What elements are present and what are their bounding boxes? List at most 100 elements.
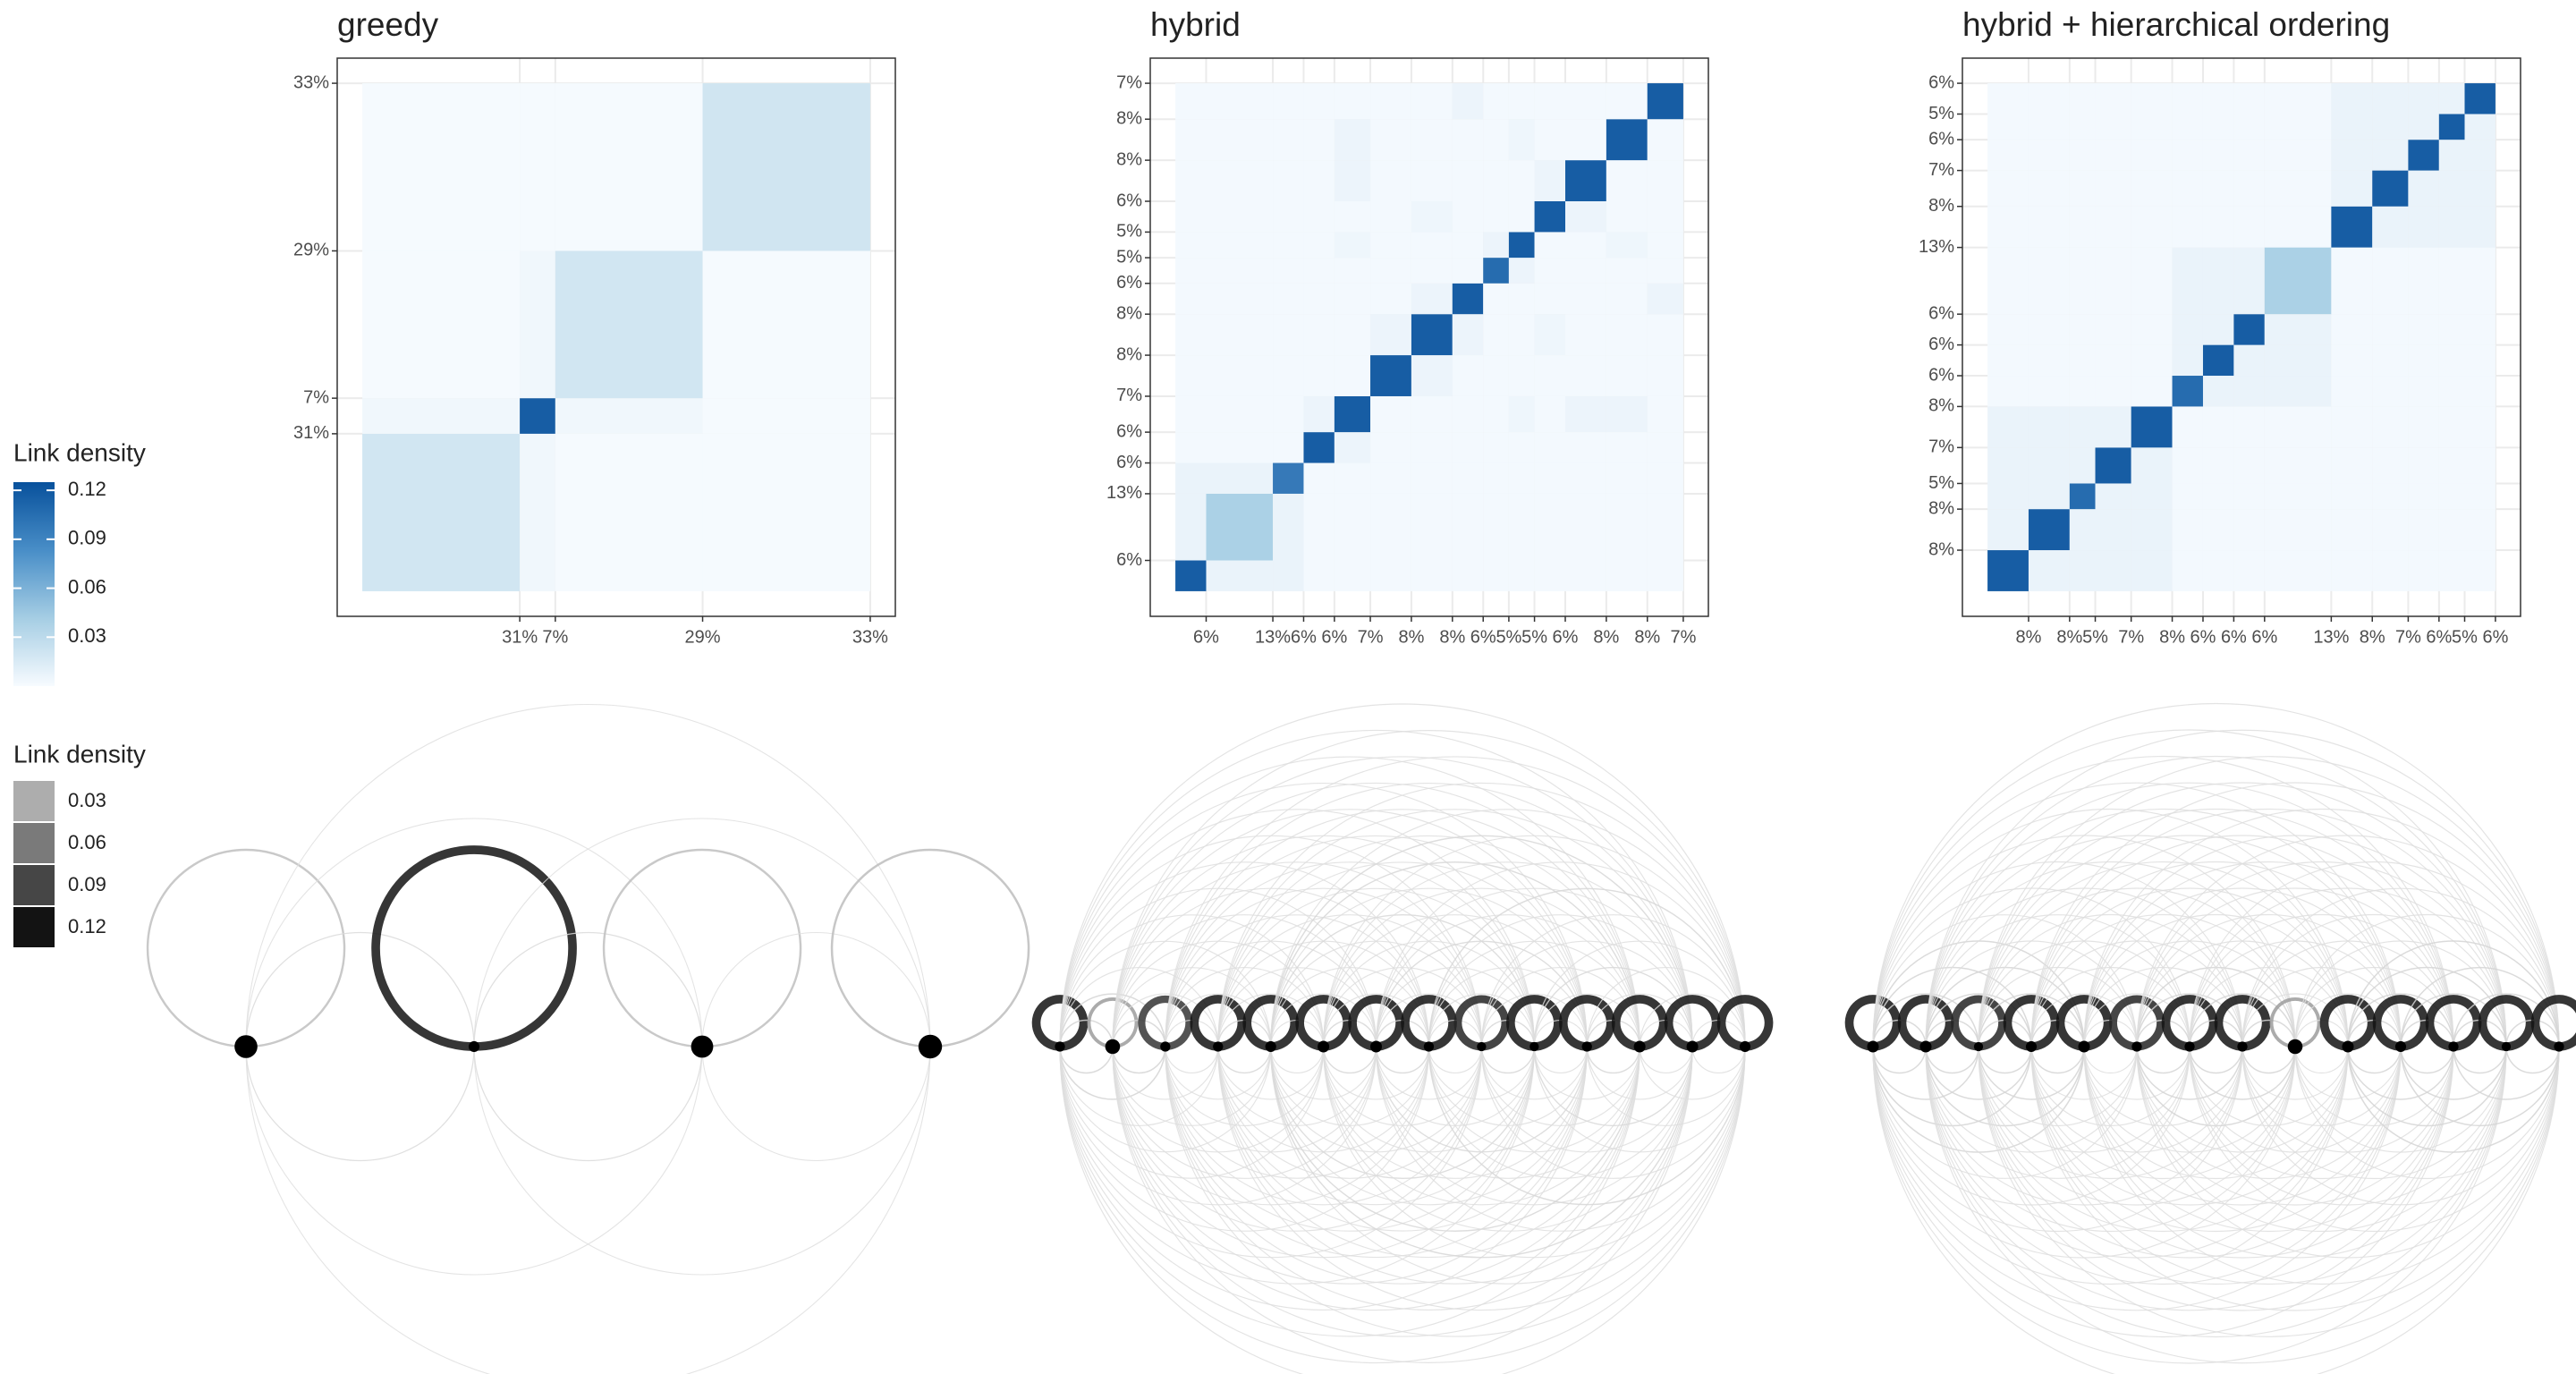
cell xyxy=(1564,314,1606,356)
cell xyxy=(1508,258,1535,284)
cell xyxy=(2233,206,2265,248)
cell xyxy=(1370,395,1411,433)
cell xyxy=(1508,462,1535,494)
cell xyxy=(1370,462,1411,494)
cell xyxy=(2233,447,2265,484)
cell xyxy=(1987,406,2029,448)
cell xyxy=(2172,140,2203,171)
colorbar-label: 0.12 xyxy=(68,478,106,500)
cell xyxy=(2069,344,2096,377)
cell xyxy=(1987,483,2029,510)
cell xyxy=(1273,432,1304,463)
cell xyxy=(2408,140,2439,171)
cell xyxy=(1411,560,1453,591)
arc xyxy=(2083,861,2454,1047)
cell xyxy=(1273,160,1304,202)
arc xyxy=(1165,782,1693,1047)
cell xyxy=(1175,119,1207,161)
cell xyxy=(2264,140,2332,171)
cell xyxy=(555,83,703,251)
arc-legend-label: 0.12 xyxy=(68,915,106,937)
cell xyxy=(2408,406,2439,448)
arc xyxy=(1925,1046,2560,1364)
arc xyxy=(1059,1020,1114,1047)
arc xyxy=(1112,1046,1640,1311)
arc xyxy=(1165,1046,1693,1311)
cell xyxy=(2202,170,2234,207)
y-tick-label: 8% xyxy=(1116,344,1142,364)
arc xyxy=(1059,1046,1588,1311)
cell xyxy=(2172,314,2203,345)
cell xyxy=(1273,83,1304,120)
node xyxy=(2501,1041,2512,1052)
arc xyxy=(1639,1046,1693,1073)
cell xyxy=(2131,483,2173,510)
x-tick-label: 31% xyxy=(502,627,538,647)
arc xyxy=(2294,993,2402,1047)
y-tick-label: 31% xyxy=(293,423,329,443)
cell xyxy=(2408,170,2439,207)
cell xyxy=(2202,114,2234,140)
cell xyxy=(1370,493,1411,561)
cell xyxy=(2202,483,2234,510)
arc xyxy=(1270,1046,1588,1206)
arc xyxy=(1925,1046,2032,1100)
cell xyxy=(2172,483,2203,510)
arc xyxy=(1270,1046,1535,1179)
arc xyxy=(1925,729,2560,1047)
cell xyxy=(362,398,521,434)
cell xyxy=(2464,247,2496,315)
cell xyxy=(2028,206,2070,248)
arc xyxy=(1586,1046,1746,1126)
arc xyxy=(1217,887,1535,1047)
y-tick-label: 7% xyxy=(303,387,329,407)
cell xyxy=(2264,406,2332,448)
cell xyxy=(2372,483,2409,510)
arc xyxy=(1533,1046,1746,1152)
arc-legend-key xyxy=(13,781,55,821)
cell xyxy=(1606,432,1648,463)
cell xyxy=(2408,344,2439,377)
arc xyxy=(2030,808,2507,1047)
cell xyxy=(1534,258,1565,284)
arc xyxy=(1112,756,1693,1047)
cell xyxy=(2172,170,2203,207)
cell xyxy=(2202,140,2234,171)
cell xyxy=(1534,283,1565,315)
cell xyxy=(1606,355,1648,396)
arc-legend-key xyxy=(13,823,55,863)
arc xyxy=(701,1046,931,1161)
y-tick-label: 29% xyxy=(293,241,329,260)
arc xyxy=(1112,782,1640,1047)
cell xyxy=(2372,170,2409,207)
arc xyxy=(1586,1046,1640,1073)
arc xyxy=(2083,1046,2402,1206)
cell xyxy=(2331,376,2373,407)
arc xyxy=(1480,1046,1746,1179)
cell xyxy=(1411,432,1453,463)
arc xyxy=(1112,809,1588,1047)
cell xyxy=(1334,232,1371,259)
cell xyxy=(2331,206,2373,248)
arc xyxy=(1112,1046,1693,1337)
cell xyxy=(2233,483,2265,510)
arc xyxy=(1586,993,1693,1047)
cell xyxy=(1987,447,2029,484)
cell xyxy=(1206,432,1274,463)
cell xyxy=(1334,395,1371,433)
arc xyxy=(2189,993,2296,1047)
arc xyxy=(1112,993,1219,1047)
node xyxy=(1739,1040,1751,1053)
y-tick-label: 8% xyxy=(1928,498,1954,518)
arc xyxy=(2083,887,2402,1047)
cell xyxy=(2028,247,2070,315)
arc xyxy=(2347,966,2507,1047)
cell xyxy=(2233,376,2265,407)
cell xyxy=(2331,83,2373,114)
cell xyxy=(2131,170,2173,207)
arc xyxy=(1165,1046,1219,1073)
x-tick-label: 7% xyxy=(542,627,568,647)
cell xyxy=(1534,232,1565,259)
cell xyxy=(2464,140,2496,171)
cell xyxy=(1534,119,1565,161)
